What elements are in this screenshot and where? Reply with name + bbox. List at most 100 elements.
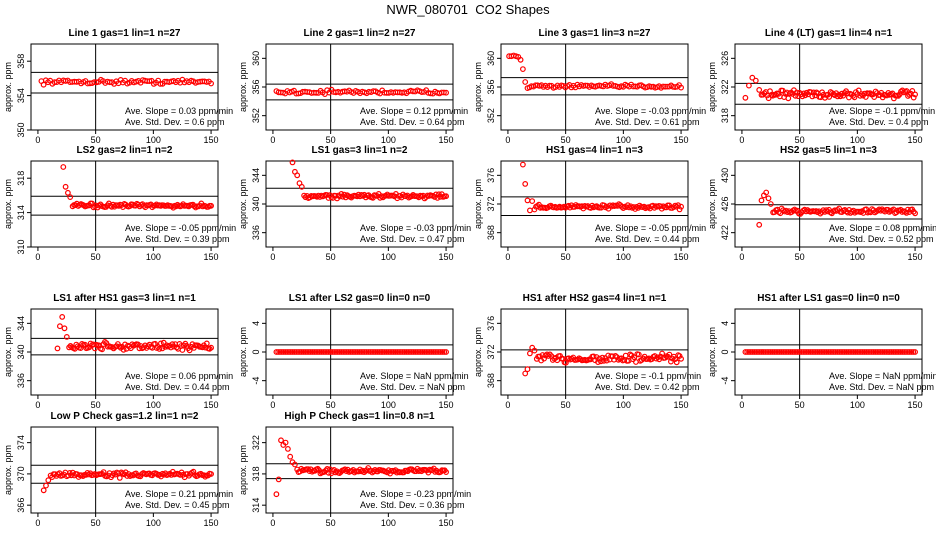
y-tick-label: 0 <box>720 349 730 354</box>
data-point <box>318 349 325 355</box>
data-point <box>403 349 410 355</box>
data-point <box>309 349 316 355</box>
data-point <box>600 357 607 364</box>
slope-annotation: Ave. Slope = NaN ppm/min <box>360 371 469 381</box>
data-point <box>858 349 864 355</box>
data-point <box>441 349 448 355</box>
data-point <box>278 437 284 444</box>
data-point <box>855 87 862 94</box>
x-tick-label: 150 <box>204 252 219 262</box>
data-point <box>776 349 783 355</box>
data-point <box>818 349 825 355</box>
x-tick-label: 150 <box>439 400 454 410</box>
data-point <box>146 78 153 84</box>
data-point <box>277 349 283 355</box>
data-point <box>392 349 399 355</box>
data-point <box>792 92 799 99</box>
data-point <box>868 349 875 355</box>
data-point <box>765 95 772 102</box>
data-point <box>405 349 412 355</box>
data-point <box>678 84 684 91</box>
data-point <box>910 349 917 355</box>
data-point <box>443 193 450 200</box>
data-point <box>805 349 812 355</box>
data-point <box>849 349 855 355</box>
data-point <box>778 349 785 355</box>
std-annotation: Ave. Std. Dev. = 0.4 ppm <box>829 117 928 127</box>
data-point <box>57 323 63 330</box>
panel-title: HS1 after LS1 gas=0 lin=0 n=0 <box>757 293 900 304</box>
panel-7: HS1 gas=4 lin=1 n=3 0 50 100 150 368 372 376app… <box>473 145 706 262</box>
x-tick-label: 0 <box>35 518 40 528</box>
data-point <box>847 349 853 355</box>
data-point <box>441 89 447 96</box>
data-point <box>903 209 910 216</box>
data-point <box>767 349 774 355</box>
data-point <box>872 349 879 355</box>
data-point <box>881 349 888 355</box>
data-point <box>832 349 839 355</box>
std-annotation: Ave. Std. Dev. = 0.52 ppm <box>829 234 933 244</box>
slope-annotation: Ave. Slope = -0.03 ppm/min <box>595 106 706 116</box>
data-point <box>443 469 450 476</box>
data-point <box>767 201 774 207</box>
data-point <box>780 349 787 355</box>
data-point <box>360 349 366 355</box>
slope-annotation: Ave. Slope = -0.23 ppm/min <box>360 489 471 499</box>
x-tick-label: 50 <box>326 518 336 528</box>
data-point <box>520 161 526 168</box>
data-point <box>823 349 830 355</box>
data-point <box>672 356 679 363</box>
data-point <box>747 349 754 355</box>
data-point <box>793 349 799 355</box>
data-point <box>867 90 873 96</box>
data-point <box>286 349 292 355</box>
y-tick-label: 322 <box>720 79 730 94</box>
data-point <box>908 349 915 355</box>
std-annotation: Ave. Std. Dev. = 0.44 ppm <box>125 382 229 392</box>
data-point <box>93 79 100 86</box>
data-point <box>838 349 844 355</box>
data-point <box>867 349 873 355</box>
data-point <box>909 87 916 94</box>
x-tick-label: 100 <box>616 135 631 145</box>
data-point <box>423 349 430 355</box>
data-point <box>45 477 52 484</box>
data-point <box>293 349 300 355</box>
data-point <box>775 349 781 355</box>
data-point <box>99 346 105 353</box>
data-point <box>612 353 619 359</box>
data-point <box>338 349 345 355</box>
data-point <box>765 195 772 202</box>
data-point <box>758 197 765 204</box>
y-axis-label: approx. ppm <box>707 179 717 229</box>
data-point <box>412 349 419 355</box>
data-point <box>825 349 832 355</box>
data-point <box>799 93 806 100</box>
data-point <box>527 207 533 214</box>
y-axis-label: approx. ppm <box>3 445 13 495</box>
slope-annotation: Ave. Slope = -0.05 ppm/min <box>595 223 706 233</box>
y-tick-label: 356 <box>486 79 496 94</box>
data-point <box>297 349 303 355</box>
data-point <box>390 349 397 355</box>
data-point <box>814 349 821 355</box>
data-point <box>635 351 642 358</box>
data-point <box>883 349 890 355</box>
data-point <box>840 349 846 355</box>
std-annotation: Ave. Std. Dev. = 0.39 ppm <box>125 234 229 244</box>
data-point <box>394 349 401 355</box>
plot-frame <box>30 426 219 514</box>
data-point <box>63 334 70 340</box>
y-tick-label: 340 <box>16 344 26 359</box>
data-point <box>356 349 363 355</box>
slope-annotation: Ave. Slope = 0.12 ppm/min <box>360 106 468 116</box>
data-point <box>43 482 49 489</box>
y-tick-label: 368 <box>486 225 496 240</box>
y-tick-label: 426 <box>720 196 730 211</box>
data-point <box>327 349 334 355</box>
data-point <box>851 94 858 101</box>
panel-8: HS2 gas=5 lin=1 n=3 0 50 100 150 422 426 430app… <box>707 145 936 262</box>
slope-annotation: Ave. Slope = 0.06 ppm/min <box>125 371 233 381</box>
